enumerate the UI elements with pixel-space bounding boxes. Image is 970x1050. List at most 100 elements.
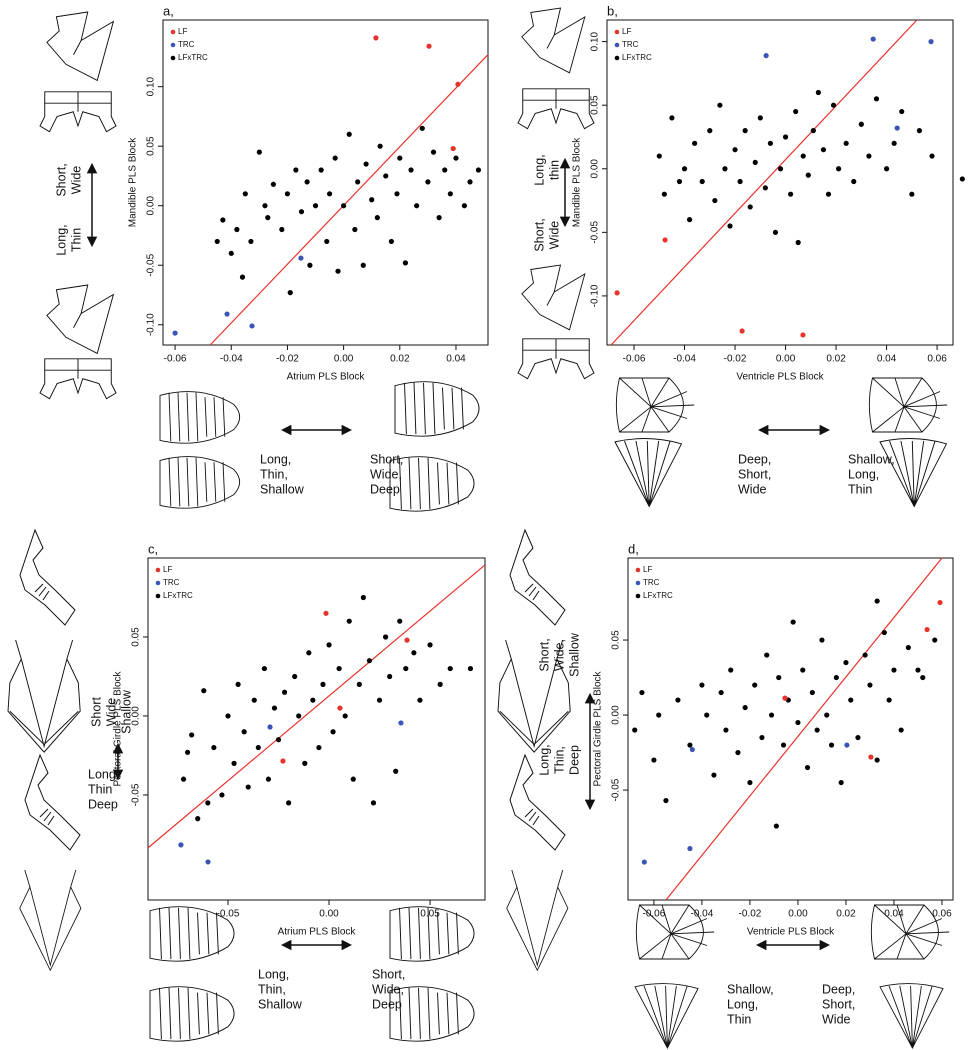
x-tick-label: -0.04 (691, 909, 714, 920)
legend-marker (170, 55, 176, 61)
data-point (661, 191, 667, 197)
data-point (426, 43, 432, 49)
x-tick-label: 0.02 (836, 909, 856, 920)
data-point (937, 599, 943, 606)
data-point (752, 159, 758, 166)
data-point (447, 191, 453, 197)
data-point (370, 800, 377, 806)
fin-lateral (394, 381, 480, 437)
girdle-side (509, 528, 566, 626)
shape-label-line: Thin (88, 782, 112, 796)
data-point (762, 185, 768, 191)
y-axis-label: Mandible PLS Block (128, 137, 139, 227)
shape-label-line: Shallow (119, 689, 133, 734)
shape-label-line: Thin (69, 228, 83, 252)
data-point (292, 673, 298, 680)
x-tick-label: -0.04 (673, 354, 696, 365)
data-point (780, 742, 787, 748)
data-point (341, 203, 347, 209)
shape-label-line: Short, (738, 467, 771, 481)
data-point (241, 729, 247, 735)
data-point (219, 792, 225, 798)
data-point (704, 712, 710, 718)
y-tick-label: -0.05 (590, 221, 601, 244)
data-point (178, 842, 184, 848)
y-tick-label: 0.05 (131, 627, 142, 647)
girdle-side (24, 753, 81, 851)
data-point (656, 712, 662, 718)
data-point (397, 618, 403, 624)
shape-label-line: Long, (532, 154, 546, 185)
data-point (320, 681, 326, 687)
shape-label: Shallow,Long,Thin (727, 982, 774, 1026)
data-point (293, 167, 299, 173)
data-point (342, 713, 348, 719)
data-point (777, 166, 784, 172)
data-point (788, 191, 794, 197)
data-point (262, 203, 268, 209)
data-point (280, 758, 286, 764)
data-point (916, 128, 923, 134)
data-point (312, 203, 319, 209)
data-point (810, 128, 816, 134)
legend-label: LFxTRC (643, 591, 673, 600)
data-point (201, 688, 207, 694)
shape-label-line: Long, (537, 744, 551, 775)
legend-marker (614, 42, 620, 48)
shape-label: Long, Thin, Deep (537, 744, 581, 775)
data-point (307, 262, 313, 268)
data-point (814, 727, 820, 733)
data-point (855, 734, 861, 741)
data-point (220, 217, 226, 223)
x-tick-label: 0.04 (884, 909, 904, 920)
data-point (335, 268, 341, 274)
data-point (172, 330, 178, 336)
data-point (393, 768, 399, 774)
data-point (455, 81, 461, 87)
x-axis-label: Atrium PLS Block (287, 372, 366, 383)
data-point (189, 732, 195, 738)
data-point (417, 697, 423, 703)
data-point (377, 143, 383, 149)
y-tick-label: 0.05 (590, 95, 601, 115)
data-point (924, 626, 930, 633)
data-point (687, 742, 693, 748)
data-point (214, 238, 220, 245)
data-point (692, 140, 698, 146)
mandible-side (46, 11, 115, 82)
data-point (404, 637, 410, 643)
data-point (231, 760, 237, 766)
data-point (324, 238, 330, 245)
x-tick-label: 0.00 (788, 909, 808, 920)
x-tick-label: -0.06 (623, 354, 646, 365)
x-tick-label: 0.04 (446, 354, 466, 365)
data-point (866, 153, 872, 159)
shape-label-line: Deep, (738, 452, 771, 466)
data-point (242, 191, 248, 197)
shape-label-line: Short, (532, 218, 546, 251)
data-point (838, 779, 844, 786)
data-point (795, 239, 801, 246)
shape-label-line: Deep (370, 482, 400, 496)
shape-label-line: Thin (848, 482, 872, 496)
data-point (332, 155, 338, 161)
data-point (687, 845, 693, 852)
data-point (235, 681, 241, 687)
data-point (828, 742, 835, 748)
legend-label: TRC (178, 40, 195, 49)
fin-lateral (149, 986, 235, 1042)
mandible-front (517, 338, 595, 380)
shape-label-line: Wide (547, 221, 561, 250)
mandible-front (39, 91, 117, 133)
data-point (867, 682, 873, 688)
shape-label-line: Short (89, 697, 103, 727)
data-point (388, 238, 394, 245)
fin-lateral (389, 986, 475, 1042)
shape-label-line: Thin, (258, 982, 286, 996)
shape-label-line: Thin (727, 1012, 751, 1026)
girdle-front (7, 639, 81, 753)
data-point (809, 689, 815, 696)
data-point (689, 746, 695, 753)
x-axis-label: Ventricle PLS Block (736, 372, 824, 383)
